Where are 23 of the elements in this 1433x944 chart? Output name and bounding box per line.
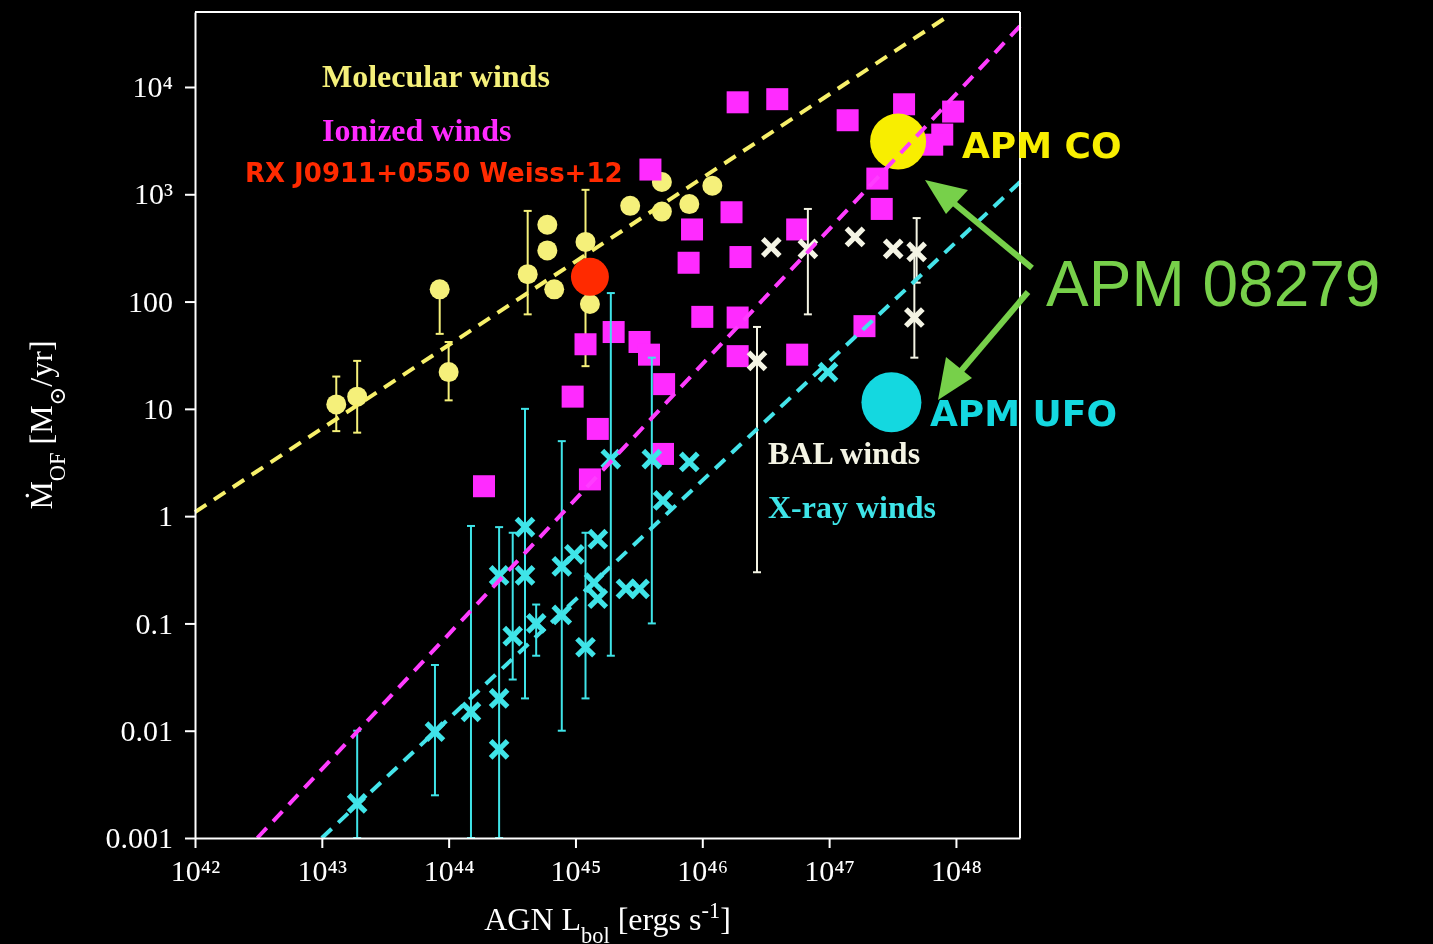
x-tick-label: 10⁴³: [297, 854, 348, 888]
y-tick-label: 0.1: [135, 606, 173, 640]
x-tick-label: 10⁴⁴: [423, 854, 475, 888]
text: Ionized winds: [322, 112, 512, 148]
text: APM 08279: [1046, 248, 1381, 320]
x-tick-label: 10⁴⁵: [550, 854, 602, 888]
series-label: APM UFO: [930, 393, 1118, 434]
y-tick-label: 10³: [134, 177, 173, 211]
x-tick-label: 10⁴⁸: [930, 854, 982, 888]
y-tick-label: 10: [143, 391, 173, 425]
text: X-ray winds: [768, 489, 937, 525]
y-tick-label: 1: [158, 499, 173, 533]
y-tick-label: 100: [128, 284, 173, 318]
text: Molecular winds: [322, 58, 550, 94]
x-tick-label: 10⁴⁷: [804, 854, 856, 888]
x-axis-title: AGN L$_{bol}$ [ergs s$^{-1}$]: [484, 897, 731, 944]
y-tick-label: 0.001: [105, 821, 173, 855]
x-tick-label: 10⁴²: [170, 854, 221, 888]
y-tick-label: 10⁴: [132, 70, 173, 104]
y-tick-label: 0.01: [120, 713, 173, 747]
x-tick-label: 10⁴⁶: [677, 854, 729, 888]
text: RX J0911+0550 Weiss+12: [245, 158, 623, 188]
series-label: BAL winds: [768, 435, 921, 471]
